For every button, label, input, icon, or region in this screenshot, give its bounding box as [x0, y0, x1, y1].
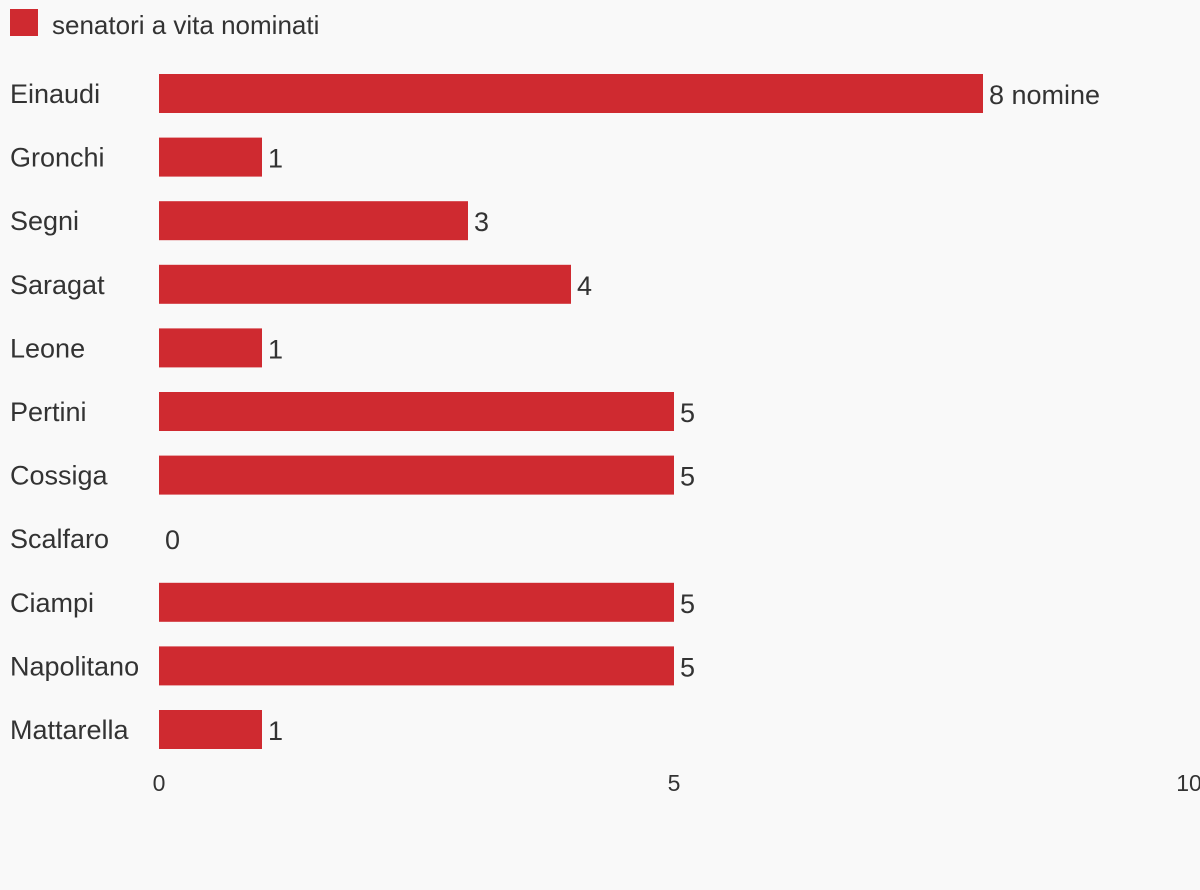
value-label: 8 nomine — [989, 80, 1100, 110]
bar — [159, 646, 674, 686]
bar — [159, 392, 674, 431]
category-label: Gronchi — [10, 143, 105, 173]
category-label: Mattarella — [10, 715, 130, 745]
category-label: Napolitano — [10, 651, 139, 681]
value-label: 3 — [474, 207, 489, 237]
bar — [159, 710, 262, 749]
value-label: 5 — [680, 652, 695, 682]
x-tick-label: 0 — [153, 770, 166, 796]
value-label: 4 — [577, 271, 592, 301]
value-label: 5 — [680, 462, 695, 492]
value-label: 1 — [268, 144, 283, 174]
value-label: 5 — [680, 398, 695, 428]
value-label: 1 — [268, 334, 283, 364]
category-label: Leone — [10, 333, 85, 363]
value-label: 0 — [165, 525, 180, 555]
bar — [159, 137, 262, 177]
bar — [159, 74, 983, 113]
x-tick-label: 5 — [668, 770, 681, 796]
category-label: Segni — [10, 206, 79, 236]
category-label: Saragat — [10, 270, 105, 300]
value-label: 1 — [268, 716, 283, 746]
legend-label: senatori a vita nominati — [52, 9, 320, 40]
category-label: Pertini — [10, 397, 87, 427]
bar — [159, 328, 262, 368]
bar — [159, 455, 674, 495]
bar — [159, 264, 571, 304]
category-label: Scalfaro — [10, 524, 109, 554]
bar — [159, 201, 468, 241]
category-label: Ciampi — [10, 588, 94, 618]
bar — [159, 582, 674, 622]
value-label: 5 — [680, 589, 695, 619]
legend-swatch — [10, 8, 38, 36]
category-label: Einaudi — [10, 79, 100, 109]
chart-legend: senatori a vita nominati — [10, 8, 320, 40]
category-label: Cossiga — [10, 461, 109, 491]
x-tick-label: 10 — [1176, 770, 1200, 796]
